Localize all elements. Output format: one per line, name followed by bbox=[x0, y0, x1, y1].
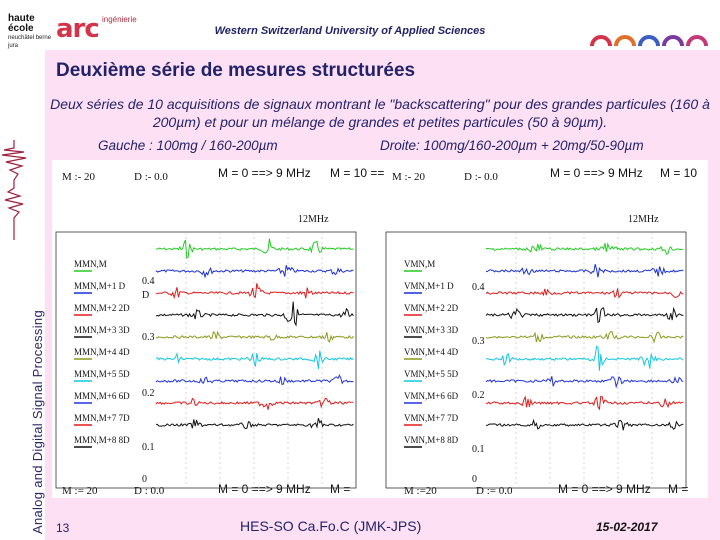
left-bottom-d: D : 0.0 bbox=[134, 485, 165, 497]
right-panel-row-label: VMN,M+8 8D bbox=[404, 435, 459, 445]
side-waveform-decoration bbox=[1, 140, 27, 240]
left-top-d: D :- 0.0 bbox=[134, 171, 168, 183]
footer-date: 15-02-2017 bbox=[596, 520, 658, 534]
right-panel-trace bbox=[486, 418, 684, 431]
left-panel-y-tick: 0.4 bbox=[142, 276, 155, 287]
left-bottom-m2: M = bbox=[330, 482, 350, 496]
right-panel-y-tick: 0.4 bbox=[472, 282, 485, 293]
left-panel-y-tick: 0.1 bbox=[142, 442, 155, 453]
right-panel-row-label: VMN,M+5 5D bbox=[404, 369, 459, 379]
right-panel-row-label: VMN,M+1 D bbox=[404, 281, 454, 291]
arc-logo-subtitle: ingénierie bbox=[102, 15, 137, 24]
right-panel-trace bbox=[485, 306, 684, 324]
right-panel-trace bbox=[485, 264, 684, 278]
left-panel-row-label: MMN,M+8 8D bbox=[74, 435, 130, 445]
arc-logo: arc bbox=[56, 14, 100, 44]
left-panel-row-label: MMN,M+3 3D bbox=[74, 325, 130, 335]
left-panel-row-label: MMN,M+4 4D bbox=[74, 347, 130, 357]
hes-logo-line2: neuchâtel berne jura bbox=[8, 35, 52, 49]
right-panel-y-tick: 0.3 bbox=[472, 336, 485, 347]
school-name: Western Switzerland University of Applie… bbox=[214, 25, 486, 37]
left-caption: Gauche : 100mg / 160-200µm bbox=[98, 138, 278, 153]
left-panel-row-label: MMN,M+5 5D bbox=[74, 369, 130, 379]
measurement-figure: M :- 20 D :- 0.0 M = 0 ==> 9 MHz M = 10 … bbox=[52, 160, 708, 498]
right-bottom-m: M :=20 bbox=[404, 485, 437, 497]
plot-layer: 0.4 D 0.3 0.2 0.1 0 MMN,M MMN,M+1 D MMN,M+2 2D MM… bbox=[55, 231, 687, 489]
right-top-d: D :- 0.0 bbox=[464, 171, 498, 183]
right-panel-row-label: VMN,M bbox=[404, 259, 435, 269]
right-panel-row-label: VMN,M+7 7D bbox=[404, 413, 459, 423]
page-number: 13 bbox=[56, 521, 70, 535]
hes-logo-line1: haute école bbox=[8, 13, 35, 34]
right-caption: Droite: 100mg/160-200µm + 20mg/50-90µm bbox=[380, 138, 644, 153]
right-panel-y-tick: 0.2 bbox=[472, 390, 485, 401]
right-panel-row-label: VMN,M+4 4D bbox=[404, 347, 459, 357]
left-panel-y-tick: 0.2 bbox=[142, 388, 155, 399]
left-panel-y-tick: 0.3 bbox=[142, 332, 155, 343]
left-panel-trace bbox=[155, 418, 354, 430]
right-panel-trace bbox=[485, 345, 684, 371]
right-panel-trace bbox=[485, 331, 684, 344]
left-bottom-eq: M = 0 ==> 9 MHz bbox=[218, 482, 311, 496]
right-top-m: M :- 20 bbox=[392, 171, 426, 183]
left-panel-row-label: MMN,M+7 7D bbox=[74, 413, 130, 423]
right-panel-y-tick: 0.1 bbox=[472, 444, 485, 455]
left-panel-y-tick: D bbox=[142, 290, 149, 301]
left-freq-label: 12MHz bbox=[298, 214, 329, 225]
left-panel-row-label: MMN,M+2 2D bbox=[74, 303, 130, 313]
right-top-eq: M = 0 ==> 9 MHz bbox=[550, 166, 643, 180]
right-panel-row-label: VMN,M+3 3D bbox=[404, 325, 459, 335]
right-panel-trace bbox=[485, 375, 684, 389]
left-panel-trace bbox=[155, 238, 354, 259]
left-panel-frame bbox=[55, 231, 357, 489]
right-panel-trace bbox=[485, 288, 684, 299]
slide-description: Deux séries de 10 acquisitions de signau… bbox=[50, 96, 710, 130]
right-panel-row-label: VMN,M+2 2D bbox=[404, 303, 459, 313]
left-top-m: M :- 20 bbox=[62, 171, 96, 183]
right-panel-trace bbox=[486, 395, 684, 411]
left-panel-row-label: MMN,M+1 D bbox=[74, 281, 126, 291]
left-bottom-m: M := 20 bbox=[62, 485, 98, 497]
left-panel-row-label: MMN,M+6 6D bbox=[74, 391, 130, 401]
slide-title: Deuxième série de mesures structurées bbox=[56, 60, 416, 81]
left-panel-trace bbox=[155, 350, 354, 369]
arches-logo bbox=[590, 35, 708, 46]
left-panel-trace bbox=[155, 397, 354, 410]
left-panel-trace bbox=[155, 265, 354, 279]
right-bottom-eq: M = 0 ==> 9 MHz bbox=[558, 482, 651, 496]
left-top-eq: M = 0 ==> 9 MHz bbox=[218, 166, 311, 180]
hes-logo: haute école neuchâtel berne jura bbox=[8, 14, 58, 50]
right-bottom-d: D := 0.0 bbox=[476, 485, 513, 497]
left-panel-y-tick: 0 bbox=[142, 474, 147, 485]
right-panel-frame bbox=[385, 231, 687, 489]
right-bottom-m2: M = bbox=[668, 482, 688, 496]
left-top-m10: M = 10 == bbox=[330, 166, 384, 180]
waterfall-plot: M :- 20 D :- 0.0 M = 0 ==> 9 MHz M = 10 … bbox=[55, 166, 697, 497]
right-top-m10: M = 10 bbox=[660, 166, 697, 180]
left-panel-trace bbox=[155, 330, 354, 343]
right-panel-row-label: VMN,M+6 6D bbox=[404, 391, 459, 401]
right-panel-trace bbox=[485, 242, 684, 255]
left-panel-trace bbox=[155, 374, 354, 385]
right-panel-y-tick: 0 bbox=[472, 474, 477, 485]
footer-center-text: HES-SO Ca.Fo.C (JMK-JPS) bbox=[240, 518, 422, 534]
left-panel-trace bbox=[155, 283, 354, 300]
right-freq-label: 12MHz bbox=[628, 214, 659, 225]
left-panel-trace bbox=[155, 301, 354, 327]
left-panel-row-label: MMN,M bbox=[74, 259, 107, 269]
side-label: Analog and Digital Signal Processing bbox=[30, 310, 45, 534]
